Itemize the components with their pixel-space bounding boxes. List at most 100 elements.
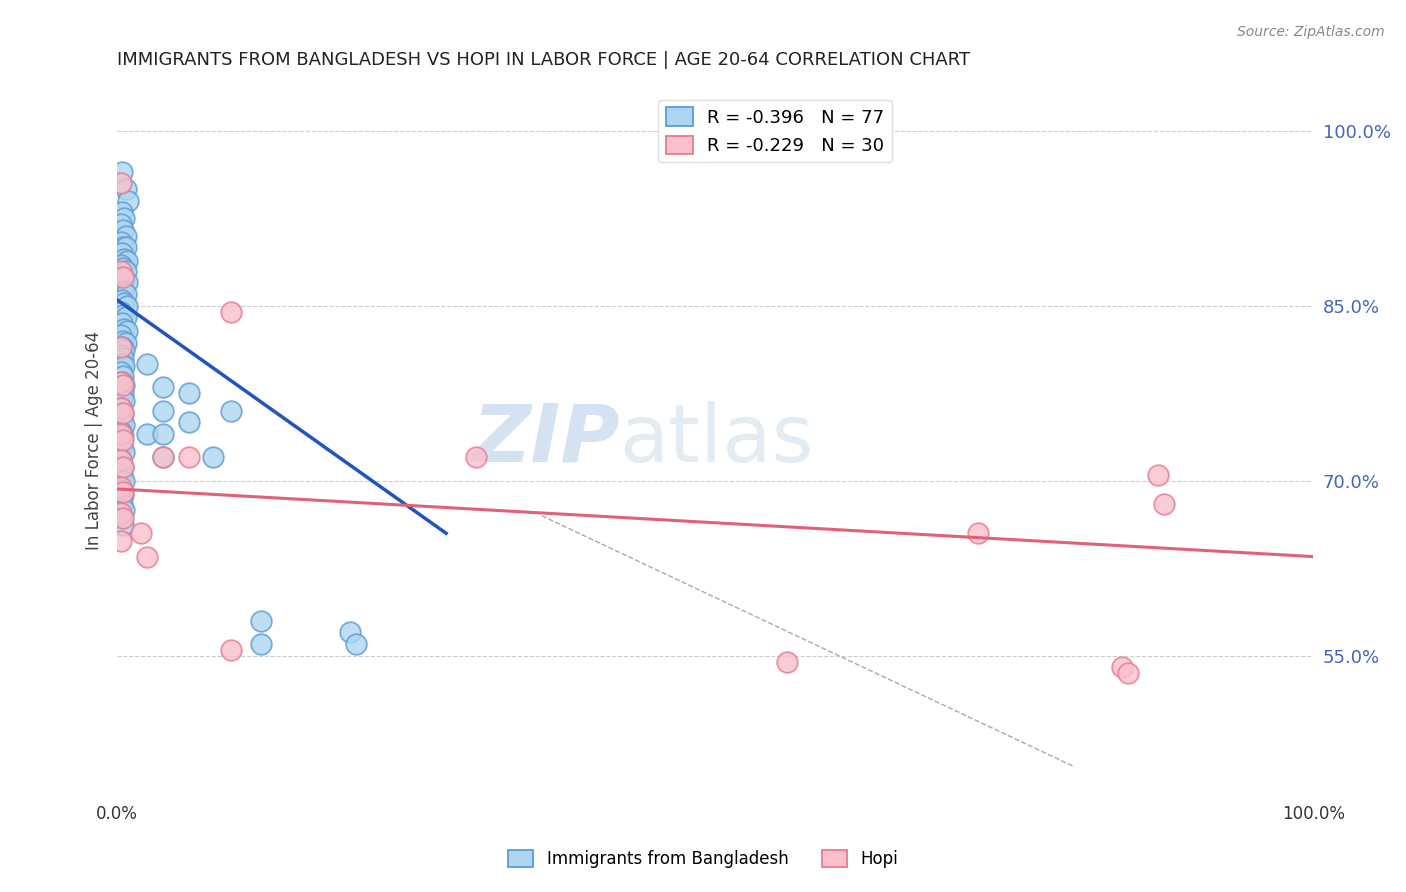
Point [110, 534, 132, 549]
Point [111, 439, 134, 453]
Point [110, 375, 132, 389]
Text: Source: ZipAtlas.com: Source: ZipAtlas.com [1237, 25, 1385, 39]
Point [112, 252, 135, 266]
Point [112, 378, 135, 392]
Point [115, 254, 138, 268]
Point [339, 625, 361, 640]
Point [152, 380, 174, 394]
Point [114, 182, 136, 196]
Point [111, 467, 134, 482]
Point [1111, 660, 1133, 674]
Point [112, 211, 135, 226]
Point [152, 427, 174, 442]
Point [110, 511, 132, 525]
Legend: R = -0.396   N = 77, R = -0.229   N = 30: R = -0.396 N = 77, R = -0.229 N = 30 [658, 100, 891, 162]
Point [112, 485, 135, 500]
Point [114, 287, 136, 301]
Point [110, 365, 132, 379]
Point [110, 176, 132, 190]
Point [110, 427, 132, 442]
Point [112, 429, 135, 443]
Point [112, 417, 135, 432]
Text: IMMIGRANTS FROM BANGLADESH VS HOPI IN LABOR FORCE | AGE 20-64 CORRELATION CHART: IMMIGRANTS FROM BANGLADESH VS HOPI IN LA… [117, 51, 970, 69]
Point [177, 450, 200, 465]
Point [112, 386, 135, 401]
Point [110, 328, 132, 343]
Point [114, 228, 136, 243]
Point [112, 322, 135, 336]
Point [152, 450, 174, 465]
Point [110, 264, 132, 278]
Point [110, 304, 132, 318]
Point [112, 511, 135, 525]
Point [249, 637, 271, 651]
Point [112, 459, 135, 474]
Point [111, 375, 134, 389]
Point [114, 240, 136, 254]
Point [112, 444, 135, 458]
Text: ZIP: ZIP [472, 401, 620, 479]
Point [112, 406, 135, 420]
Point [111, 205, 134, 219]
Point [1146, 467, 1168, 482]
Point [112, 240, 135, 254]
Point [152, 404, 174, 418]
Point [112, 223, 135, 237]
Point [219, 643, 242, 657]
Point [112, 273, 135, 287]
Point [111, 340, 134, 354]
Point [110, 452, 132, 467]
Point [136, 357, 159, 371]
Point [111, 497, 134, 511]
Point [177, 386, 200, 401]
Point [776, 655, 799, 669]
Point [110, 383, 132, 397]
Point [136, 549, 159, 564]
Point [110, 401, 132, 416]
Point [111, 413, 134, 427]
Point [115, 325, 138, 339]
Point [177, 416, 200, 430]
Point [111, 293, 134, 307]
Point [465, 450, 488, 465]
Point [110, 235, 132, 249]
Point [219, 404, 242, 418]
Point [112, 459, 135, 474]
Point [110, 507, 132, 521]
Point [110, 281, 132, 295]
Point [110, 258, 132, 272]
Point [112, 488, 135, 502]
Point [117, 194, 139, 208]
Point [112, 343, 135, 358]
Point [111, 164, 134, 178]
Point [111, 357, 134, 371]
Point [1153, 497, 1175, 511]
Point [110, 452, 132, 467]
Point [112, 269, 135, 284]
Point [112, 334, 135, 348]
Point [112, 378, 135, 392]
Point [111, 316, 134, 330]
Point [112, 285, 135, 299]
Point [110, 348, 132, 362]
Point [136, 427, 159, 442]
Point [129, 526, 152, 541]
Point [967, 526, 990, 541]
Point [110, 483, 132, 497]
Point [112, 368, 135, 383]
Point [110, 401, 132, 416]
Point [112, 351, 135, 366]
Point [110, 217, 132, 231]
Point [111, 269, 134, 284]
Point [110, 480, 132, 494]
Point [112, 518, 135, 533]
Point [110, 340, 132, 354]
Point [249, 614, 271, 628]
Text: atlas: atlas [620, 401, 814, 479]
Point [115, 276, 138, 290]
Point [112, 261, 135, 276]
Legend: Immigrants from Bangladesh, Hopi: Immigrants from Bangladesh, Hopi [502, 843, 904, 875]
Point [201, 450, 224, 465]
Point [1116, 666, 1139, 681]
Point [110, 425, 132, 439]
